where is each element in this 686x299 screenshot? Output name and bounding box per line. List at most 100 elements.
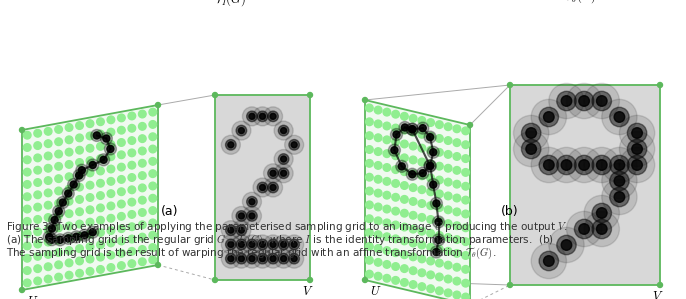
Circle shape <box>97 253 104 261</box>
Circle shape <box>418 255 426 263</box>
Circle shape <box>427 271 434 279</box>
Circle shape <box>388 144 401 156</box>
Circle shape <box>401 124 408 131</box>
Circle shape <box>55 237 62 244</box>
Circle shape <box>401 196 408 203</box>
Circle shape <box>89 229 96 236</box>
Circle shape <box>249 113 255 119</box>
Circle shape <box>436 273 443 281</box>
Text: $U$: $U$ <box>27 295 38 299</box>
Circle shape <box>117 114 125 122</box>
Circle shape <box>514 115 549 151</box>
Circle shape <box>65 173 73 181</box>
Circle shape <box>435 218 442 225</box>
Circle shape <box>427 285 434 292</box>
Circle shape <box>610 107 629 127</box>
Circle shape <box>239 256 244 262</box>
Circle shape <box>462 127 469 135</box>
Circle shape <box>427 202 434 209</box>
Circle shape <box>391 147 398 154</box>
Circle shape <box>281 128 287 134</box>
Circle shape <box>65 185 73 193</box>
Circle shape <box>445 220 452 228</box>
Circle shape <box>453 194 461 202</box>
Circle shape <box>399 163 405 170</box>
Circle shape <box>236 125 247 136</box>
Circle shape <box>65 234 73 242</box>
Circle shape <box>281 156 287 162</box>
Circle shape <box>128 248 136 255</box>
Circle shape <box>45 238 52 246</box>
Circle shape <box>236 253 247 264</box>
Circle shape <box>226 239 236 250</box>
Circle shape <box>366 132 373 139</box>
Circle shape <box>401 168 408 176</box>
Circle shape <box>213 92 217 97</box>
Circle shape <box>23 131 31 139</box>
Circle shape <box>410 129 417 136</box>
Circle shape <box>410 198 417 205</box>
Circle shape <box>375 217 382 225</box>
Circle shape <box>427 134 434 141</box>
Circle shape <box>567 147 602 183</box>
Circle shape <box>117 225 125 232</box>
Circle shape <box>55 249 62 256</box>
Circle shape <box>610 155 629 175</box>
Circle shape <box>453 236 461 243</box>
Circle shape <box>76 164 88 176</box>
Circle shape <box>247 253 257 264</box>
Circle shape <box>366 187 373 195</box>
Circle shape <box>93 132 100 139</box>
Circle shape <box>107 239 115 247</box>
Circle shape <box>429 181 437 188</box>
Circle shape <box>97 216 104 224</box>
Circle shape <box>417 167 429 179</box>
Text: $\mathcal{T}_I(G)$: $\mathcal{T}_I(G)$ <box>214 0 246 8</box>
Circle shape <box>557 235 576 255</box>
Circle shape <box>289 253 300 264</box>
Circle shape <box>396 160 407 172</box>
Circle shape <box>23 193 31 201</box>
Circle shape <box>418 213 426 221</box>
Circle shape <box>418 228 426 235</box>
Text: $\mathcal{T}_\theta(G)$: $\mathcal{T}_\theta(G)$ <box>564 0 596 5</box>
Polygon shape <box>215 95 310 280</box>
Circle shape <box>366 270 373 278</box>
Circle shape <box>23 230 31 237</box>
Circle shape <box>45 152 52 160</box>
Circle shape <box>375 148 382 155</box>
Circle shape <box>279 125 289 136</box>
Circle shape <box>619 131 654 167</box>
Circle shape <box>445 137 452 144</box>
Circle shape <box>86 144 94 152</box>
Circle shape <box>427 179 439 191</box>
Circle shape <box>401 182 408 189</box>
Circle shape <box>531 243 567 279</box>
Circle shape <box>222 249 240 268</box>
Circle shape <box>65 136 73 144</box>
Circle shape <box>392 166 399 173</box>
Circle shape <box>222 135 240 154</box>
Circle shape <box>410 281 417 288</box>
Circle shape <box>34 265 41 272</box>
Circle shape <box>543 160 554 170</box>
Circle shape <box>75 172 82 179</box>
Circle shape <box>54 234 66 246</box>
Circle shape <box>149 145 156 153</box>
Circle shape <box>445 234 452 241</box>
Circle shape <box>445 275 452 283</box>
Circle shape <box>257 111 268 122</box>
Circle shape <box>139 123 146 130</box>
Circle shape <box>462 238 469 245</box>
Circle shape <box>73 233 80 240</box>
Circle shape <box>427 132 434 140</box>
Circle shape <box>263 249 283 268</box>
Circle shape <box>453 277 461 285</box>
Circle shape <box>45 226 52 234</box>
Circle shape <box>462 196 469 204</box>
Circle shape <box>410 239 417 247</box>
Circle shape <box>436 245 443 253</box>
Circle shape <box>436 149 443 156</box>
Circle shape <box>579 160 589 170</box>
Text: The sampling grid is the result of warping the regular grid with an affine trans: The sampling grid is the result of warpi… <box>6 246 496 261</box>
